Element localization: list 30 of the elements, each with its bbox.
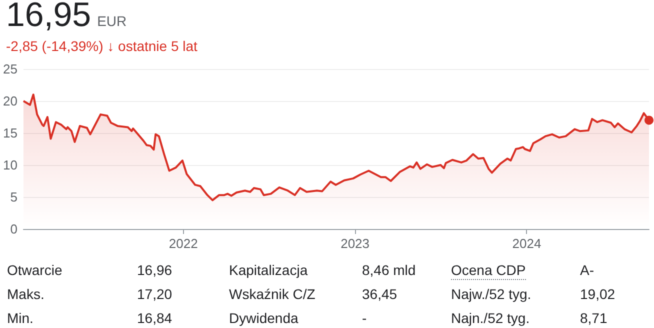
y-tick-label: 20 <box>2 94 18 108</box>
text: Najn./52 tyg. <box>451 309 530 327</box>
text: 19,02 <box>580 285 616 303</box>
chart-title: 16,95 <box>6 0 92 34</box>
y-tick-label: 15 <box>2 126 18 140</box>
x-tick-label: 2022 <box>168 236 198 251</box>
text: 16,96 <box>137 261 172 279</box>
text: - <box>362 309 367 327</box>
text: Wskaźnik C/Z <box>229 285 316 303</box>
y-tick-label: 5 <box>10 190 18 204</box>
text: Kapitalizacja <box>229 261 308 279</box>
text: A- <box>580 261 594 279</box>
text: 8,71 <box>580 309 608 327</box>
text: Maks. <box>7 285 44 303</box>
text: 17,20 <box>137 285 172 303</box>
text: 36,45 <box>362 285 398 303</box>
text: 16,84 <box>137 309 172 327</box>
text: Min. <box>7 309 34 327</box>
text: Ocena CDP <box>451 261 526 280</box>
y-tick-label: 10 <box>2 158 18 172</box>
text: 8,46 mld <box>362 261 416 279</box>
x-tick-label: 2024 <box>512 236 542 251</box>
chart-subtitle: -2,85 (-14,39%) ↓ ostatnie 5 lat <box>6 38 198 54</box>
text: Otwarcie <box>7 261 62 279</box>
y-tick-label: 25 <box>2 62 18 76</box>
y-tick-label: 0 <box>10 222 18 236</box>
text: EUR <box>97 13 127 29</box>
x-tick-label: 2023 <box>340 236 370 251</box>
text: Dywidenda <box>229 309 298 327</box>
text: Najw./52 tyg. <box>451 285 532 303</box>
